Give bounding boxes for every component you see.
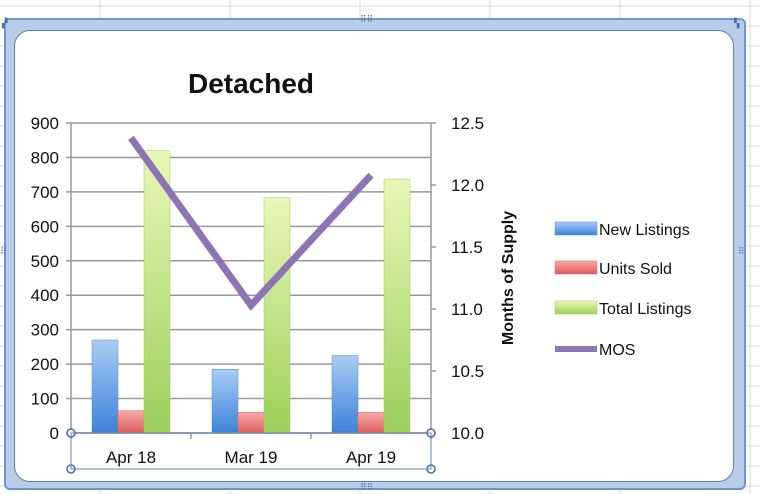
- bar-total-listings: [383, 178, 411, 434]
- y-tick-label: 600: [31, 217, 59, 236]
- y2-tick-label: 12.0: [451, 176, 484, 195]
- corner-handle-top-right[interactable]: ▚: [734, 19, 740, 29]
- y-tick-label: 0: [50, 424, 59, 443]
- legend-label: New Listings: [599, 222, 690, 239]
- legend-label: Total Listings: [599, 301, 692, 318]
- bar-total-listings: [263, 197, 291, 434]
- bar-new-listings: [331, 355, 359, 434]
- edge-handle-bottom[interactable]: ⠿⠿: [360, 483, 374, 493]
- y2-tick-label: 11.0: [451, 300, 483, 319]
- legend-label: Units Sold: [599, 261, 672, 278]
- bar-new-listings: [91, 339, 119, 434]
- chart-title: Detached: [188, 68, 314, 99]
- y2-tick-label: 12.5: [451, 114, 484, 133]
- bar-units-sold: [237, 412, 265, 434]
- bar-units-sold: [117, 410, 145, 434]
- legend-label: MOS: [599, 342, 635, 359]
- y-tick-label: 300: [31, 321, 59, 340]
- chart-svg: Detached 0 100 200 300 400 500 600 700 800 900 10.0…: [31, 68, 692, 474]
- legend-swatch: [554, 300, 598, 315]
- y2-axis-label: Months of Supply: [500, 211, 517, 345]
- y-tick-label: 800: [31, 148, 59, 167]
- y-tick-label: 500: [31, 252, 59, 271]
- x-tick-label: Apr 19: [346, 448, 396, 467]
- chart-area[interactable]: Detached 0 100 200 300 400 500 600 700 800 900 10.0…: [14, 30, 734, 482]
- x-tick-label: Apr 18: [106, 448, 156, 467]
- y-tick-label: 100: [31, 390, 59, 409]
- corner-handle-top-left[interactable]: ▞: [2, 19, 8, 29]
- legend-swatch: [554, 221, 598, 236]
- bar-units-sold: [357, 412, 385, 434]
- x-axis-selection-box: [70, 432, 432, 470]
- x-tick-label: Mar 19: [225, 448, 278, 467]
- legend-swatch: [554, 260, 598, 275]
- y2-tick-label: 11.5: [451, 238, 483, 257]
- edge-handle-left[interactable]: ⠿: [0, 247, 7, 257]
- edge-handle-top[interactable]: ⠿⠿: [360, 15, 374, 25]
- y2-tick-label: 10.5: [451, 362, 484, 381]
- bar-total-listings: [143, 150, 171, 434]
- y-tick-label: 200: [31, 355, 59, 374]
- edge-handle-right[interactable]: ⠿: [738, 247, 745, 257]
- y-tick-label: 700: [31, 183, 59, 202]
- bar-new-listings: [211, 369, 239, 434]
- y2-tick-label: 10.0: [451, 424, 484, 443]
- y-tick-label: 900: [31, 114, 59, 133]
- y-tick-label: 400: [31, 286, 59, 305]
